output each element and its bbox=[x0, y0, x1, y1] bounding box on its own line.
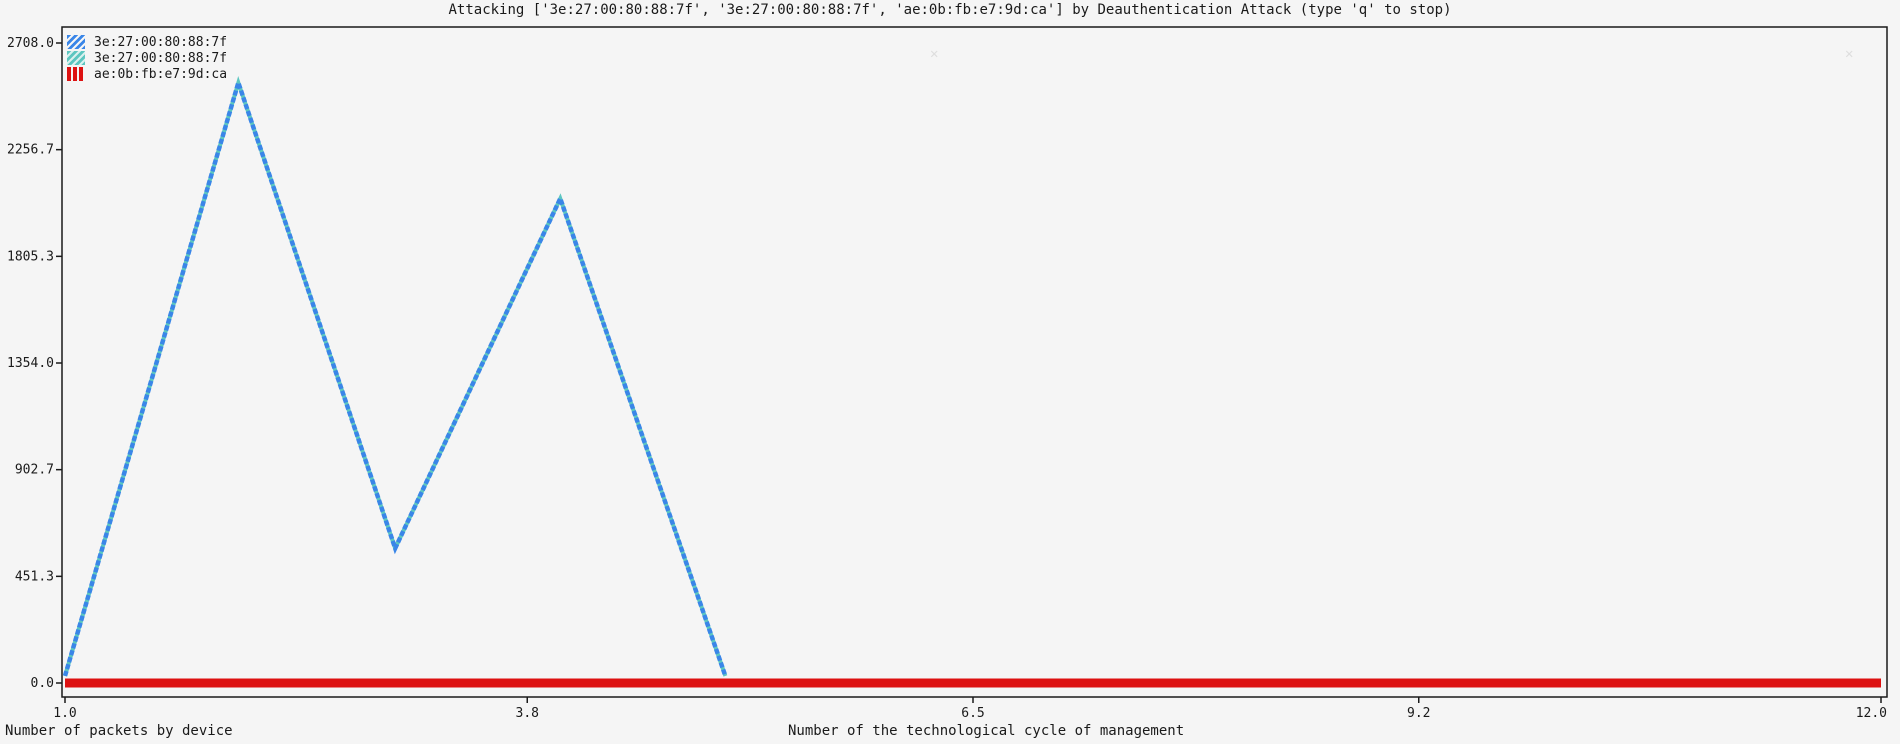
window-title: Attacking ['3e:27:00:80:88:7f', '3e:27:0… bbox=[448, 2, 1452, 18]
y-tick-label: 1805.3 bbox=[7, 249, 54, 264]
x-tick-label: 12.0 bbox=[1856, 706, 1887, 721]
x-tick-label: 1.0 bbox=[53, 706, 76, 721]
y-axis-title: Number of packets by device bbox=[5, 723, 233, 739]
legend-swatch-blue bbox=[67, 35, 85, 49]
y-tick-label: 0.0 bbox=[31, 676, 54, 691]
plot-frame bbox=[61, 26, 1888, 698]
y-axis: 0.0 451.3 902.7 1354.0 1805.3 2256.7 2708.0 bbox=[7, 36, 62, 691]
legend-label: 3e:27:00:80:88:7f bbox=[94, 50, 228, 66]
legend: 3e:27:00:80:88:7f 3e:27:00:80:88:7f ae:0… bbox=[67, 34, 227, 82]
y-tick-label: 2708.0 bbox=[7, 36, 54, 51]
legend-label: ae:0b:fb:e7:9d:ca bbox=[94, 66, 228, 82]
legend-swatch-teal bbox=[67, 51, 85, 65]
x-axis: 1.0 3.8 6.5 9.2 12.0 bbox=[53, 697, 1887, 721]
legend-label: 3e:27:00:80:88:7f bbox=[94, 34, 228, 50]
x-tick-label: 6.5 bbox=[961, 706, 984, 721]
legend-item: 3e:27:00:80:88:7f bbox=[67, 50, 227, 66]
x-tick-label: 3.8 bbox=[516, 706, 539, 721]
y-tick-label: 451.3 bbox=[15, 569, 54, 584]
legend-item: ae:0b:fb:e7:9d:ca bbox=[67, 66, 227, 82]
y-tick-label: 1354.0 bbox=[7, 356, 54, 371]
series-layer bbox=[62, 75, 1881, 688]
series-line-3e-27-00-80-88-7f-b bbox=[63, 76, 728, 677]
x-tick-label: 9.2 bbox=[1407, 706, 1430, 721]
x-axis-title: Number of the technological cycle of man… bbox=[788, 723, 1185, 739]
y-tick-label: 2256.7 bbox=[7, 143, 54, 158]
legend-swatch-red bbox=[67, 67, 85, 81]
legend-item: 3e:27:00:80:88:7f bbox=[67, 34, 227, 50]
y-tick-label: 902.7 bbox=[15, 463, 54, 478]
series-line-3e-27-00-80-88-7f-a bbox=[62, 75, 728, 677]
